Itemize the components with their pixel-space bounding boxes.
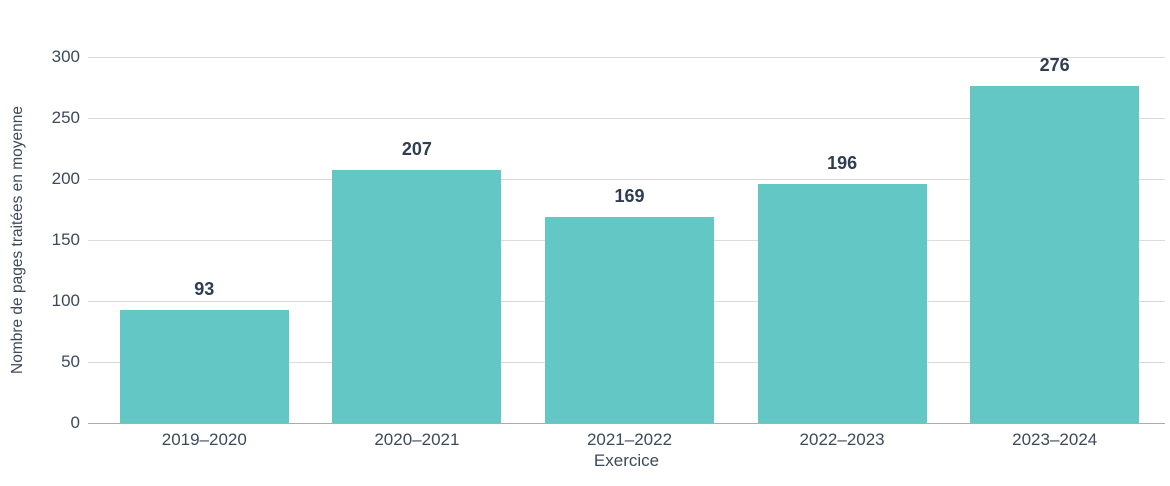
x-category-label: 2022–2023 [799,430,885,449]
bar [119,309,289,423]
y-tick-label: 0 [70,413,80,432]
x-category-label: 2023–2024 [1012,430,1098,449]
bar-value-label: 93 [194,278,215,299]
bar-value-label: 276 [1039,55,1070,76]
y-tick-label: 50 [61,352,80,371]
x-axis-line [88,422,1165,424]
bar [545,216,714,423]
y-tick-label: 100 [51,291,80,310]
bar-value-label: 207 [401,139,432,160]
gridline [88,117,1165,119]
y-tick-label: 150 [51,230,80,249]
x-category-label: 2019–2020 [161,430,247,449]
bar-value-label: 196 [827,152,858,173]
bar [970,86,1140,423]
gridline [88,178,1165,180]
x-category-label: 2021–2022 [586,430,673,449]
bar [757,183,927,423]
y-tick-label: 200 [51,169,80,188]
x-category-label: 2020–2021 [374,430,460,449]
y-tick-label: 250 [51,108,80,127]
y-tick-label: 300 [51,47,80,66]
x-axis-title: Exercice [593,451,660,470]
gridline [88,56,1165,58]
bar [332,170,502,423]
bar-value-label: 169 [614,185,645,206]
